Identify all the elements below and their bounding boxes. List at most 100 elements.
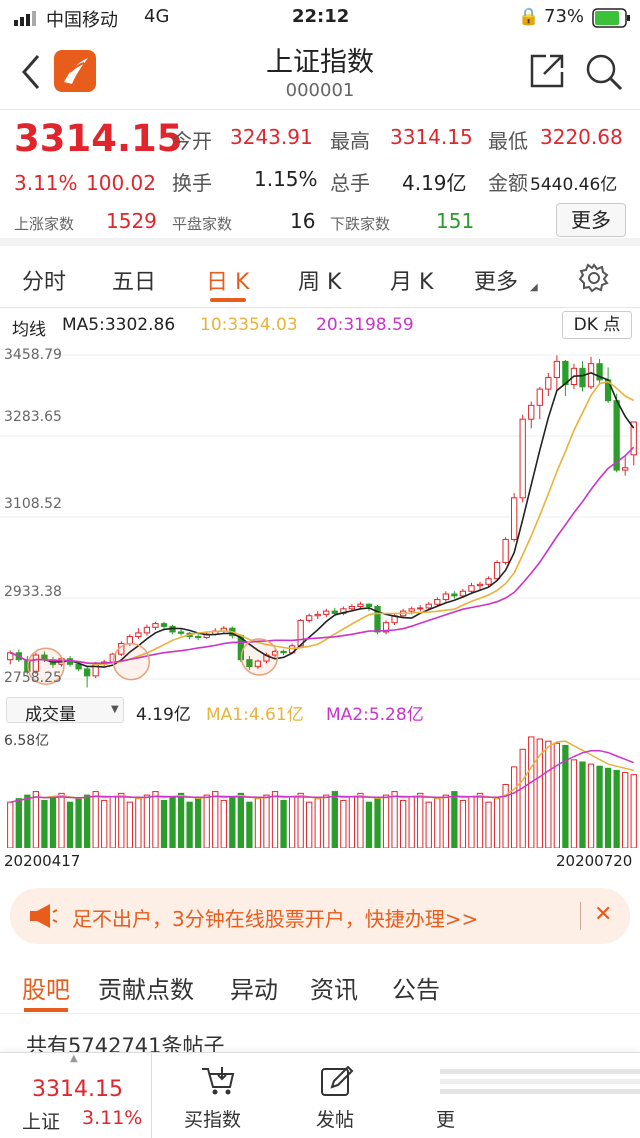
tab-monthly-k[interactable]: 月 K — [390, 270, 434, 295]
volume-max-label: 6.58亿 — [4, 733, 50, 749]
candle — [374, 606, 381, 633]
volume-bar — [135, 798, 142, 849]
dk-point-marker[interactable] — [112, 642, 151, 681]
close-icon[interactable]: ✕ — [594, 902, 613, 927]
y-tick-1: 3283.65 — [4, 409, 62, 425]
post-button[interactable]: 发帖 — [296, 1053, 376, 1138]
tab-news[interactable]: 资讯 — [310, 976, 358, 1004]
volume-bar — [391, 791, 398, 849]
volume-bar — [399, 799, 407, 849]
volume-bar — [579, 761, 586, 849]
volume-bar — [177, 792, 185, 849]
candle — [382, 622, 390, 633]
tab-daily-k[interactable]: 日 K — [206, 270, 250, 295]
tab-forum[interactable]: 股吧 — [22, 976, 70, 1004]
volume-bar — [49, 796, 57, 849]
candle — [126, 636, 133, 645]
hands-label: 总手 — [330, 171, 370, 195]
candle — [323, 610, 330, 615]
back-icon[interactable] — [18, 52, 44, 96]
footer-quote[interactable]: ▲ 3314.15 上证 3.11% — [0, 1053, 152, 1138]
candle — [357, 603, 364, 608]
chart-period-tabs: 分时 五日 日 K 周 K 月 K 更多 ◢ — [0, 246, 640, 308]
share-icon[interactable] — [528, 52, 566, 94]
volume-bar — [365, 801, 373, 849]
tab-intraday[interactable]: 分时 — [22, 270, 67, 295]
candle — [459, 590, 467, 597]
candle — [280, 650, 287, 654]
volume-bar — [101, 799, 108, 849]
volume-bar — [212, 791, 219, 849]
volume-bar — [186, 801, 193, 849]
rotation-lock-icon: 🔒 — [518, 7, 540, 27]
ad-divider — [580, 902, 581, 930]
candle — [160, 623, 168, 627]
app-logo — [54, 50, 96, 96]
ma10-line — [10, 380, 635, 666]
y-tick-0: 3458.79 — [4, 347, 62, 363]
dk-point-button[interactable]: DK 点 — [562, 311, 632, 339]
volume-bar — [75, 798, 82, 849]
tab-contribution[interactable]: 贡献点数 — [98, 976, 194, 1004]
menu-icon — [440, 1067, 640, 1100]
tab-weekly-k[interactable]: 周 K — [298, 270, 342, 295]
tab-five-day[interactable]: 五日 — [112, 270, 157, 295]
volume-bar — [254, 798, 262, 849]
dk-point-marker[interactable] — [27, 647, 65, 685]
search-icon[interactable] — [584, 52, 624, 96]
candle — [246, 659, 253, 668]
volume-bar — [32, 791, 40, 849]
high-label: 最高 — [330, 129, 370, 153]
account-ad-banner[interactable]: 足不出户，3分钟在线股票开户，快捷办理>> ✕ — [10, 888, 630, 944]
volume-svg — [7, 736, 637, 849]
settings-gear-icon[interactable] — [578, 262, 610, 298]
candle — [314, 613, 321, 617]
caret-down-icon: ◢ — [530, 282, 538, 293]
candle — [536, 388, 543, 406]
date-axis: 20200417 20200720 — [0, 850, 640, 872]
candle — [297, 619, 304, 647]
volume-bar — [630, 774, 637, 849]
kline-chart[interactable]: 3458.79 3283.65 3108.52 2933.38 2758.25 — [0, 341, 640, 691]
volume-bar — [7, 801, 14, 849]
volume-chart[interactable]: 6.58亿 — [0, 728, 640, 849]
up-count: 1529 — [106, 209, 157, 233]
network-label: 4G — [144, 6, 170, 27]
dk-point-marker[interactable] — [240, 638, 279, 676]
collapse-arrow-icon: ▲ — [70, 1053, 78, 1064]
volume-bar — [485, 801, 492, 849]
volume-bar — [374, 798, 381, 849]
candle — [434, 599, 441, 605]
tab-announcement[interactable]: 公告 — [392, 976, 440, 1004]
ma5-value: MA5:3302.86 — [62, 315, 176, 335]
volume-bar — [143, 794, 151, 849]
volume-bar — [459, 799, 467, 849]
volume-bar — [297, 792, 304, 849]
volume-bar — [408, 796, 415, 849]
dropdown-icon: ▼ — [111, 704, 119, 715]
volume-bar — [66, 801, 74, 849]
candle — [75, 663, 82, 670]
candle — [32, 654, 40, 672]
volume-bar — [493, 798, 501, 849]
volume-bar — [348, 796, 356, 849]
volume-bar — [220, 799, 227, 849]
candle — [587, 363, 595, 388]
tab-more[interactable]: 更多 — [474, 270, 519, 295]
y-tick-2: 3108.52 — [4, 496, 62, 512]
candle — [365, 603, 373, 608]
volume-bar — [434, 798, 441, 849]
more-menu-button[interactable]: 更 — [420, 1053, 640, 1138]
indicator-select[interactable]: 成交量 ▼ — [6, 697, 124, 725]
volume-bar — [246, 801, 253, 849]
battery-icon — [592, 8, 632, 33]
tab-movement[interactable]: 异动 — [230, 976, 278, 1004]
candle — [177, 631, 185, 634]
ma-label: 均线 — [12, 320, 46, 340]
y-tick-3: 2933.38 — [4, 584, 62, 600]
volume-bar — [451, 791, 458, 849]
buy-index-button[interactable]: 买指数 — [170, 1053, 270, 1138]
ma10-value: 10:3354.03 — [200, 315, 298, 335]
volume-bar — [126, 801, 133, 849]
more-button[interactable]: 更多 — [556, 203, 626, 237]
